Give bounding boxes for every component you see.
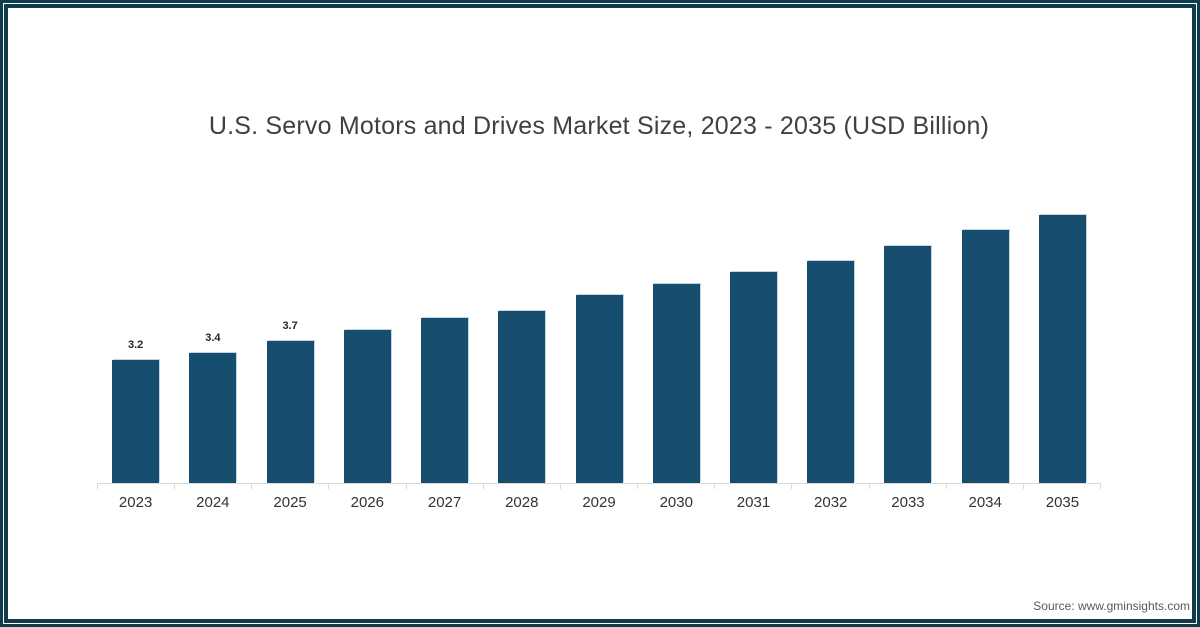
x-axis-label-2029: 2029 bbox=[582, 494, 616, 511]
bar-group-2025: 3.7 bbox=[251, 320, 328, 483]
bar-group-2035 bbox=[1024, 214, 1101, 483]
bar-value-label-2024: 3.4 bbox=[205, 331, 221, 344]
x-axis-label-2035: 2035 bbox=[1045, 494, 1080, 511]
x-axis-label-2023: 2023 bbox=[118, 494, 153, 511]
x-axis-tick bbox=[637, 484, 714, 489]
bar-2033 bbox=[884, 245, 932, 483]
x-axis-tick bbox=[328, 484, 405, 489]
x-axis-tick bbox=[714, 484, 791, 489]
bar-2030 bbox=[652, 283, 700, 483]
x-axis-tick bbox=[174, 484, 251, 489]
bar-group-2030 bbox=[638, 283, 715, 483]
x-axis-tick bbox=[251, 484, 328, 489]
bar-group-2034 bbox=[947, 230, 1024, 483]
x-axis-ticks bbox=[97, 484, 1101, 489]
bar-2028 bbox=[498, 310, 546, 483]
x-axis-label-2026: 2026 bbox=[350, 494, 384, 511]
x-axis-label-2024: 2024 bbox=[196, 494, 230, 511]
x-axis-tick bbox=[868, 484, 946, 489]
x-axis-label-2025: 2025 bbox=[273, 494, 307, 511]
x-axis-label-2032: 2032 bbox=[814, 494, 848, 511]
x-axis-tick bbox=[945, 484, 1023, 489]
bar-group-2032 bbox=[792, 260, 869, 483]
bar-2027 bbox=[421, 318, 469, 483]
x-axis-label-2033: 2033 bbox=[891, 494, 925, 511]
x-axis-tick bbox=[97, 484, 174, 489]
bar-2031 bbox=[729, 272, 777, 483]
bar-value-label-2023: 3.2 bbox=[127, 339, 144, 352]
bar-group-2027 bbox=[406, 318, 483, 483]
x-axis-tick bbox=[559, 484, 637, 489]
x-axis-label-2027: 2027 bbox=[427, 494, 462, 511]
bar-2029 bbox=[575, 295, 623, 483]
bar-group-2033 bbox=[869, 245, 946, 483]
x-axis-labels: 2023 2024 2025 2026 2027 2028 2029 2030 2031 2032… bbox=[97, 494, 1101, 511]
bar-group-2028 bbox=[483, 310, 560, 483]
bar-2035 bbox=[1038, 214, 1086, 483]
bar-2026 bbox=[343, 329, 391, 483]
x-axis-label-2028: 2028 bbox=[505, 494, 539, 511]
x-axis-tick bbox=[791, 484, 868, 489]
bar-group-2024: 3.4 bbox=[174, 332, 251, 483]
bar-chart: 3.2 3.4 3.7 2023 2024 2025 2026 2027 2028 2029 20… bbox=[97, 0, 1101, 511]
plot-area: 3.2 3.4 3.7 bbox=[97, 0, 1101, 484]
x-axis-label-2034: 2034 bbox=[968, 494, 1002, 511]
bar-group-2029 bbox=[560, 295, 637, 483]
x-axis-tick bbox=[405, 484, 483, 489]
bar-2034 bbox=[961, 230, 1009, 483]
chart-title: U.S. Servo Motors and Drives Market Size… bbox=[208, 112, 990, 140]
source-credit: Source: www.gminsights.com bbox=[1033, 599, 1190, 613]
bar-2032 bbox=[807, 260, 855, 483]
bar-group-2023: 3.2 bbox=[97, 339, 174, 483]
x-axis-label-2031: 2031 bbox=[736, 494, 771, 511]
bar-2025 bbox=[266, 341, 314, 483]
bar-value-label-2025: 3.7 bbox=[282, 320, 298, 333]
bar-group-2031 bbox=[715, 272, 792, 483]
x-axis-tick bbox=[1022, 484, 1100, 489]
bar-2023 bbox=[112, 360, 160, 483]
bar-group-2026 bbox=[329, 329, 406, 483]
x-axis-tick bbox=[482, 484, 560, 489]
x-axis-label-2030: 2030 bbox=[659, 494, 693, 511]
bar-2024 bbox=[189, 352, 237, 483]
